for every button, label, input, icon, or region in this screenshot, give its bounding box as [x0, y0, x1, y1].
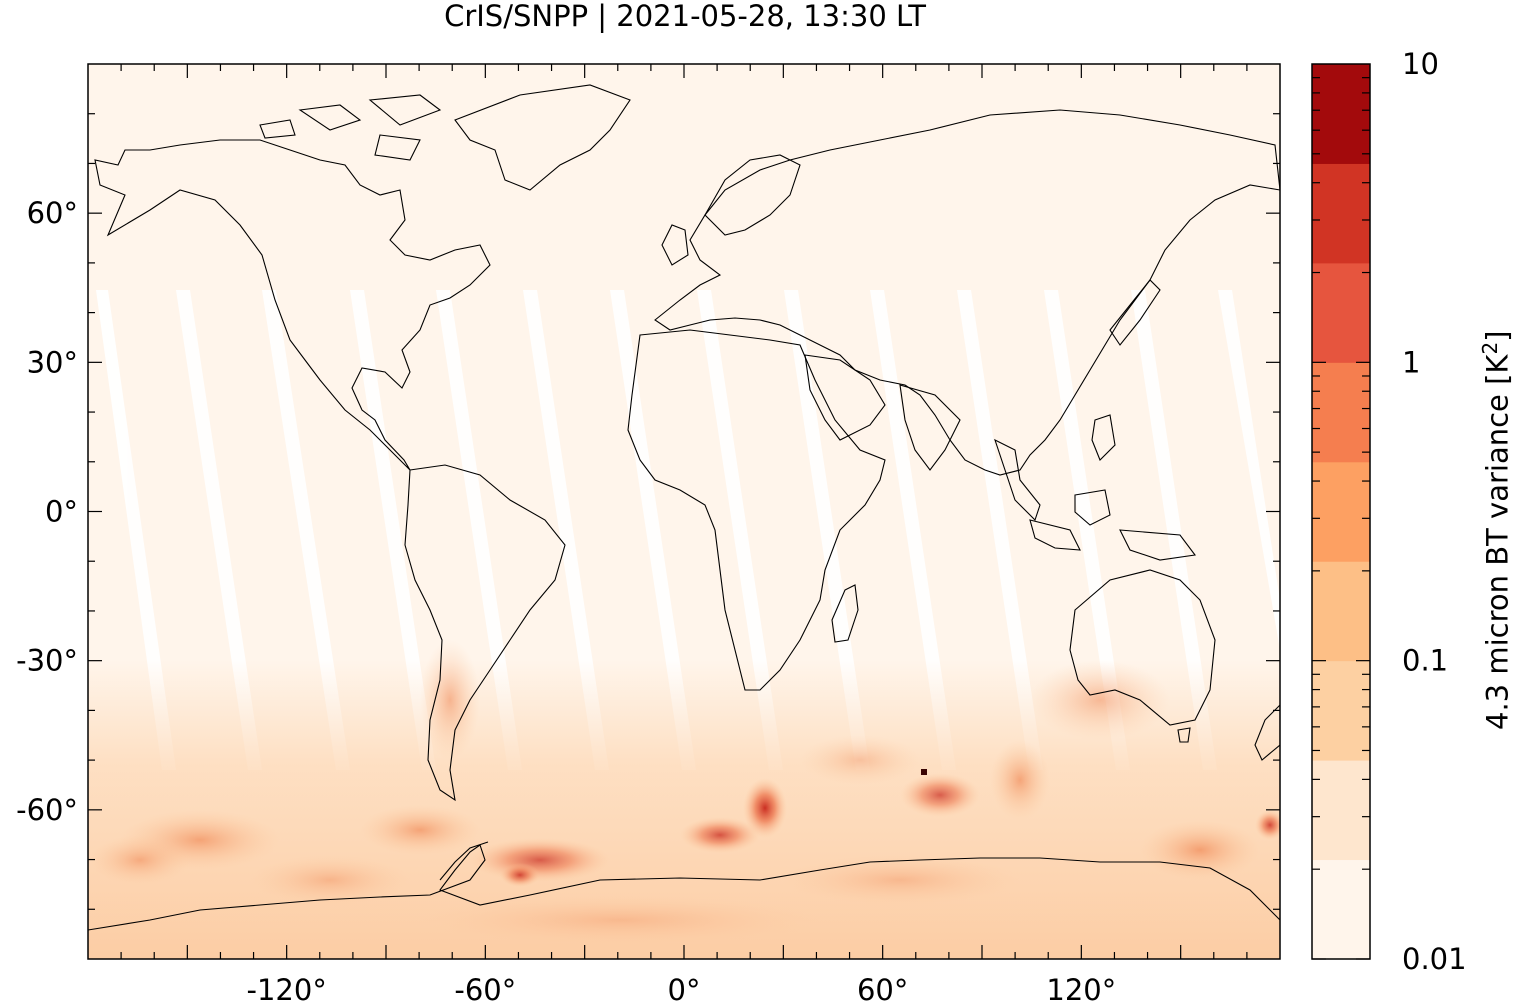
colorbar-segment	[1312, 859, 1370, 960]
y-tick-label: 0°	[45, 495, 78, 529]
colorbar-tick-labels: 10 1 0.1 0.01	[1402, 47, 1467, 976]
x-tick-label: -120°	[247, 973, 327, 1002]
colorbar	[1312, 64, 1370, 960]
colorbar-segment	[1312, 362, 1370, 463]
x-tick-label: 60°	[857, 973, 908, 1002]
y-tick-label: -60°	[16, 793, 78, 827]
x-tick-label: -60°	[454, 973, 516, 1002]
colorbar-segment	[1312, 262, 1370, 363]
x-tick-label: 0°	[668, 973, 701, 1002]
colorbar-segment	[1312, 461, 1370, 562]
colorbar-segment	[1312, 64, 1370, 164]
colorbar-segment	[1312, 163, 1370, 264]
axis-tick-labels: -120° -60° 0° 60° 120° 60° 30° 0° -30° -60°	[16, 196, 1116, 1002]
coastlines	[88, 84, 1280, 931]
colorbar-label: 4.3 micron BT variance [K2]	[1478, 330, 1515, 730]
colorbar-segment	[1312, 760, 1370, 861]
colorbar-segment	[1312, 561, 1370, 662]
colorbar-tick-label: 0.01	[1402, 942, 1467, 976]
axis-ticks	[88, 64, 1280, 959]
y-tick-label: 30°	[27, 345, 78, 379]
colorbar-ticks	[1312, 77, 1370, 960]
plot-title: CrIS/SNPP | 2021-05-28, 13:30 LT	[444, 0, 926, 33]
y-tick-label: -30°	[16, 644, 78, 678]
variance-field	[88, 64, 1280, 959]
y-tick-label: 60°	[27, 196, 78, 230]
x-tick-label: 120°	[1046, 973, 1116, 1002]
variance-patches	[90, 640, 1280, 945]
colorbar-tick-label: 0.1	[1402, 644, 1448, 678]
colorbar-frame	[1311, 63, 1371, 960]
colorbar-segment	[1312, 660, 1370, 761]
colorbar-tick-label: 1	[1402, 345, 1420, 379]
colorbar-tick-label: 10	[1402, 47, 1439, 81]
